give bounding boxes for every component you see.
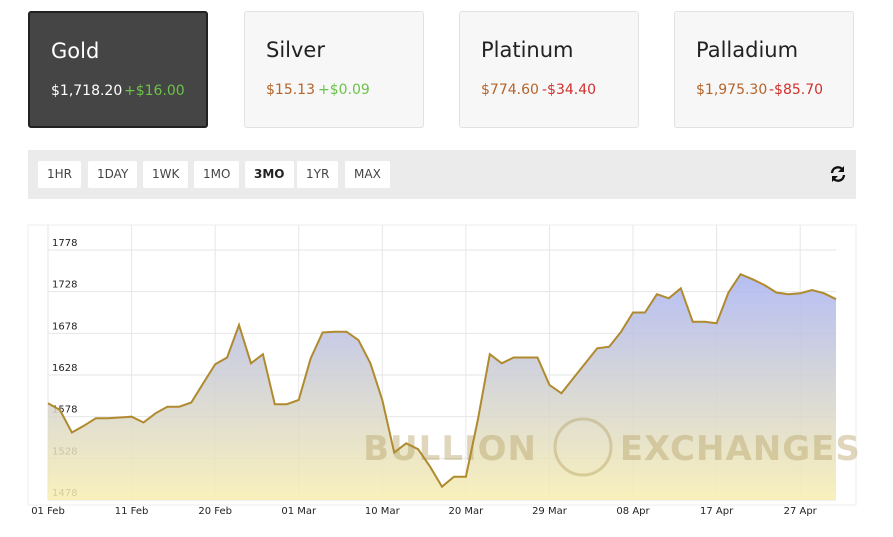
metal-card[interactable]: Palladium $1,975.30 -$85.70 (674, 11, 854, 128)
metal-change: +$0.09 (318, 82, 370, 98)
line (47, 272, 837, 489)
metal-price: $15.13 (266, 82, 315, 98)
range-button[interactable]: MAX (345, 161, 390, 188)
y-tick-label: 1628 (52, 363, 77, 374)
x-tick-label: 27 Apr (784, 506, 818, 517)
watermark-logo (553, 417, 613, 477)
x-tick-label: 11 Feb (115, 506, 149, 517)
metal-price: $774.60 (481, 82, 539, 98)
area (48, 274, 836, 500)
range-button[interactable]: 1WK (143, 161, 189, 188)
y-tick-label: 1778 (52, 238, 77, 249)
x-tick-label: 20 Feb (198, 506, 232, 517)
metal-change: -$85.70 (769, 82, 824, 98)
x-tick-label: 01 Feb (31, 506, 65, 517)
watermark: BULLION EXCHANGES (363, 429, 861, 469)
x-tick-label: 10 Mar (365, 506, 401, 517)
y-tick-label: 1678 (52, 321, 77, 332)
metal-card[interactable]: Platinum $774.60 -$34.40 (459, 11, 639, 128)
x-tick-label: 08 Apr (616, 506, 650, 517)
metal-name: Palladium (696, 38, 799, 62)
y-tick-label: 1728 (52, 280, 77, 291)
metal-name: Platinum (481, 38, 574, 62)
metal-change: +$16.00 (124, 83, 185, 99)
metal-price: $1,718.20 (51, 83, 123, 99)
y-tick-label: 1578 (52, 405, 77, 416)
metal-change: -$34.40 (542, 82, 597, 98)
range-button[interactable]: 1MO (194, 161, 240, 188)
metal-name: Silver (266, 38, 325, 62)
metal-name: Gold (51, 39, 100, 63)
x-tick-label: 20 Mar (448, 506, 484, 517)
range-button[interactable]: 3MO (245, 161, 294, 188)
refresh-icon[interactable] (829, 165, 847, 183)
range-button[interactable]: 1YR (297, 161, 339, 188)
metal-price: $1,975.30 (696, 82, 768, 98)
range-button[interactable]: 1DAY (88, 161, 138, 188)
metal-card[interactable]: Silver $15.13 +$0.09 (244, 11, 424, 128)
x-tick-label: 29 Mar (532, 506, 568, 517)
x-tick-label: 17 Apr (700, 506, 734, 517)
range-button[interactable]: 1HR (38, 161, 81, 188)
metal-card[interactable]: Gold $1,718.20 +$16.00 (28, 11, 208, 128)
range-toolbar: 1HR 1DAY 1WK 1MO 3MO 1YR MAX (28, 150, 856, 199)
x-tick-label: 01 Mar (281, 506, 317, 517)
